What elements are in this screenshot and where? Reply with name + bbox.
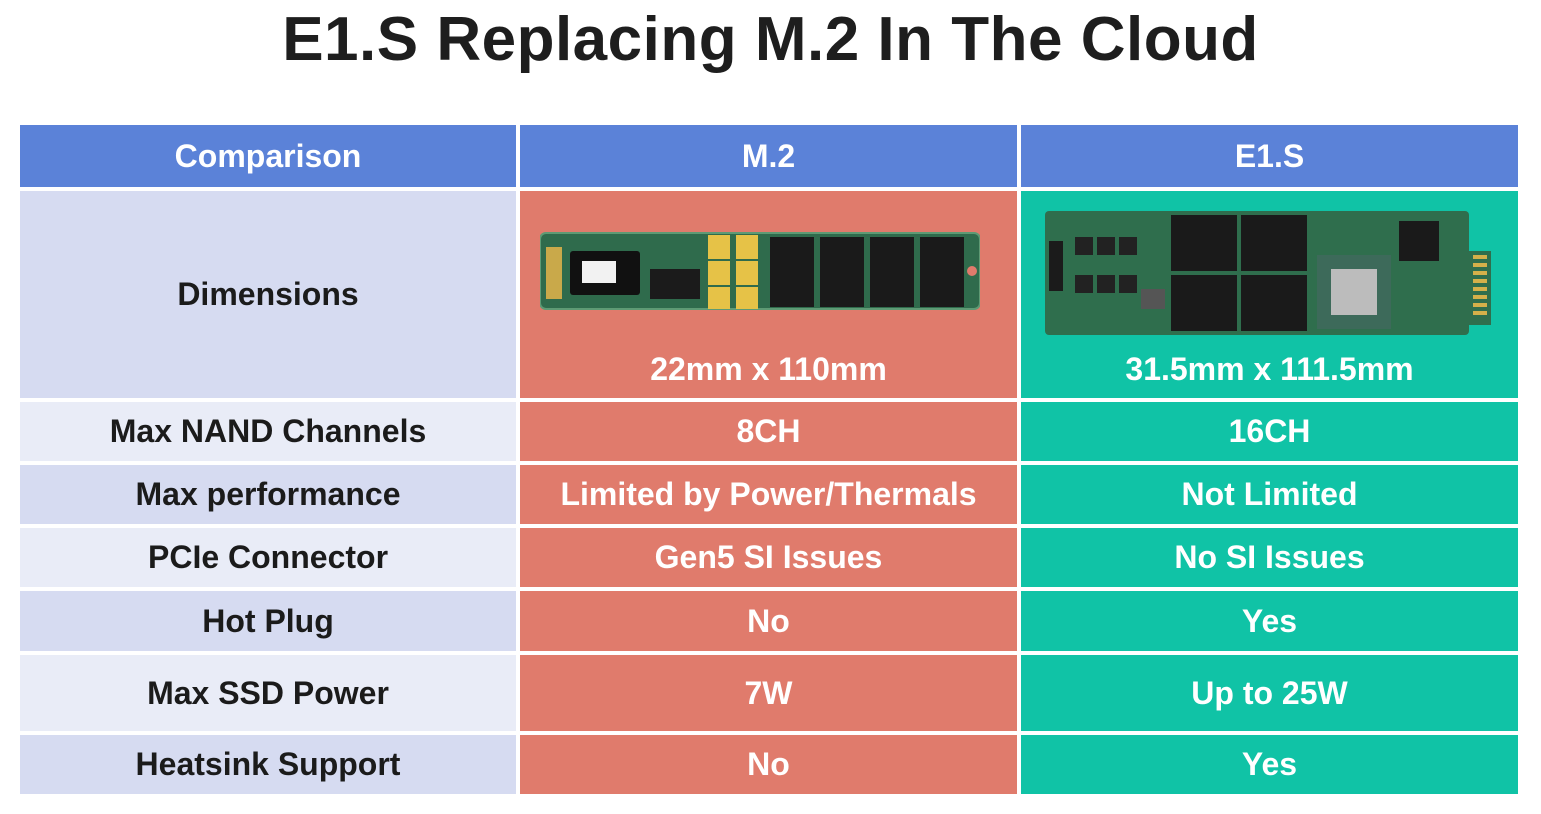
m2-dimensions-cell: 22mm x 110mm	[520, 191, 1017, 398]
table-row-dimensions: Dimensions 22mm x 110m	[20, 191, 1518, 398]
m2-ssd-board-icon	[540, 232, 980, 310]
e1s-dimensions-text: 31.5mm x 111.5mm	[1125, 351, 1414, 387]
e1s-pcie-connector: No SI Issues	[1021, 528, 1518, 587]
header-e1s: E1.S	[1021, 125, 1518, 187]
m2-pcie-connector: Gen5 SI Issues	[520, 528, 1017, 587]
m2-max-ssd-power: 7W	[520, 655, 1017, 731]
table-row: PCIe Connector Gen5 SI Issues No SI Issu…	[20, 528, 1518, 587]
comparison-table: Comparison M.2 E1.S Dimensions	[16, 121, 1522, 798]
m2-heatsink-support: No	[520, 735, 1017, 794]
table-header-row: Comparison M.2 E1.S	[20, 125, 1518, 187]
e1s-dimensions-cell: 31.5mm x 111.5mm	[1021, 191, 1518, 398]
table-row: Max SSD Power 7W Up to 25W	[20, 655, 1518, 731]
row-label-max-nand-channels: Max NAND Channels	[20, 402, 516, 461]
header-comparison: Comparison	[20, 125, 516, 187]
row-label-max-performance: Max performance	[20, 465, 516, 524]
m2-max-performance: Limited by Power/Thermals	[520, 465, 1017, 524]
page-title: E1.S Replacing M.2 In The Cloud	[282, 5, 1259, 74]
row-label-max-ssd-power: Max SSD Power	[20, 655, 516, 731]
e1s-ssd-board-icon	[1045, 211, 1491, 335]
row-label-hot-plug: Hot Plug	[20, 591, 516, 651]
e1s-max-ssd-power: Up to 25W	[1021, 655, 1518, 731]
e1s-max-nand-channels: 16CH	[1021, 402, 1518, 461]
row-label-heatsink-support: Heatsink Support	[20, 735, 516, 794]
table-row: Hot Plug No Yes	[20, 591, 1518, 651]
table-row: Max performance Limited by Power/Thermal…	[20, 465, 1518, 524]
e1s-max-performance: Not Limited	[1021, 465, 1518, 524]
table-row: Max NAND Channels 8CH 16CH	[20, 402, 1518, 461]
m2-dimensions-text: 22mm x 110mm	[650, 351, 887, 387]
table-row: Heatsink Support No Yes	[20, 735, 1518, 794]
e1s-heatsink-support: Yes	[1021, 735, 1518, 794]
row-label-pcie-connector: PCIe Connector	[20, 528, 516, 587]
e1s-hot-plug: Yes	[1021, 591, 1518, 651]
m2-hot-plug: No	[520, 591, 1017, 651]
row-label-dimensions: Dimensions	[20, 191, 516, 398]
header-m2: M.2	[520, 125, 1017, 187]
m2-max-nand-channels: 8CH	[520, 402, 1017, 461]
